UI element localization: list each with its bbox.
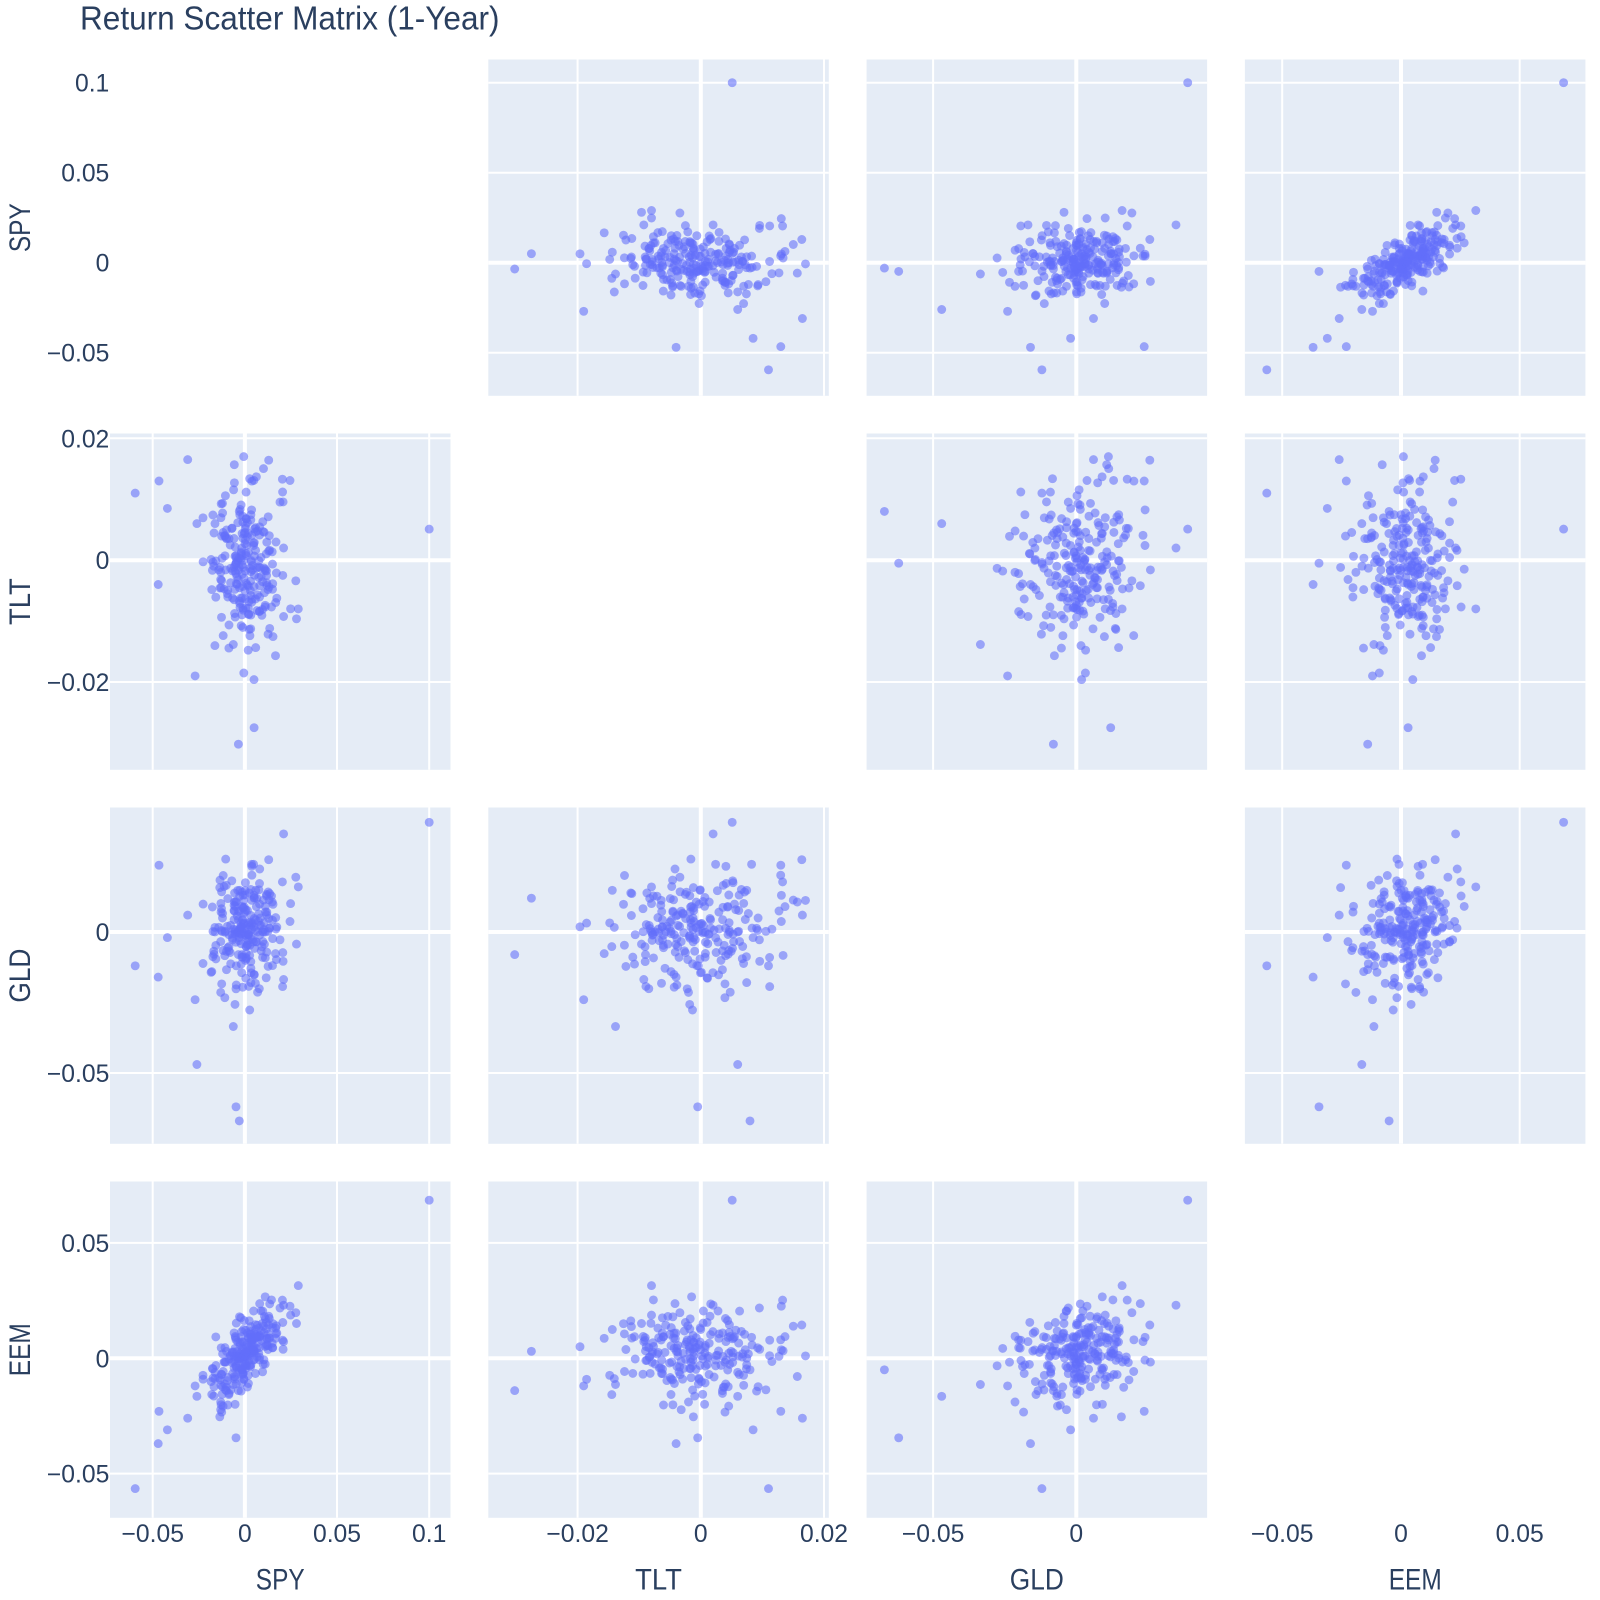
svg-text:0.1: 0.1 [75,71,109,98]
svg-text:−0.05: −0.05 [47,341,109,368]
svg-text:0: 0 [1069,1521,1083,1548]
svg-text:0: 0 [96,920,110,947]
svg-text:0: 0 [238,1521,252,1548]
svg-text:0.05: 0.05 [1496,1521,1544,1548]
svg-text:−0.05: −0.05 [902,1521,964,1548]
svg-text:0: 0 [96,1346,110,1373]
svg-text:0.02: 0.02 [61,426,109,453]
svg-text:−0.05: −0.05 [1251,1521,1313,1548]
svg-text:−0.02: −0.02 [546,1521,608,1548]
svg-text:0: 0 [96,548,110,575]
svg-text:0.1: 0.1 [412,1521,446,1548]
svg-text:0.05: 0.05 [61,161,109,188]
svg-text:EEM: EEM [4,1323,37,1376]
svg-text:0.02: 0.02 [800,1521,848,1548]
svg-text:0: 0 [694,1521,708,1548]
svg-text:GLD: GLD [4,949,37,1003]
svg-text:−0.02: −0.02 [47,670,109,697]
svg-text:0: 0 [96,251,110,278]
svg-text:GLD: GLD [1010,1564,1064,1597]
svg-text:0.05: 0.05 [313,1521,361,1548]
svg-text:Return Scatter Matrix (1-Year): Return Scatter Matrix (1-Year) [80,0,500,37]
svg-text:−0.05: −0.05 [47,1462,109,1489]
svg-text:−0.05: −0.05 [121,1521,183,1548]
svg-text:TLT: TLT [4,578,37,625]
svg-text:EEM: EEM [1389,1564,1442,1597]
svg-text:−0.05: −0.05 [47,1061,109,1088]
svg-text:SPY: SPY [4,203,37,252]
svg-text:0: 0 [1394,1521,1408,1548]
svg-text:SPY: SPY [256,1564,305,1597]
svg-text:TLT: TLT [635,1564,682,1597]
svg-text:0.05: 0.05 [61,1231,109,1258]
